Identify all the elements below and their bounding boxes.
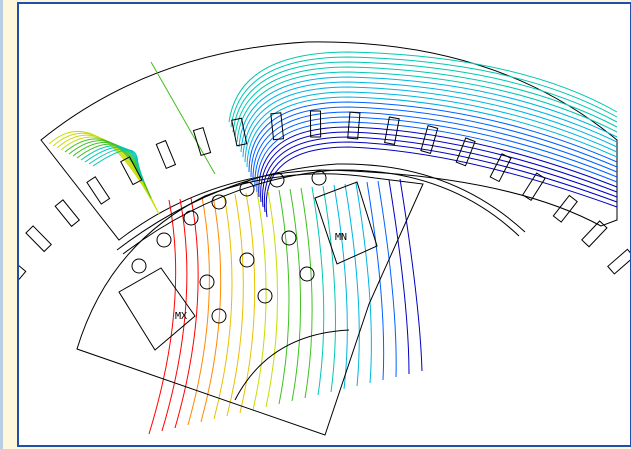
contour-line (263, 141, 618, 213)
rotor-outline (76, 173, 424, 436)
contour-line (232, 61, 618, 133)
contour-line (248, 101, 618, 173)
stator-slot (309, 110, 322, 138)
stator-slot (155, 139, 177, 170)
contour-line (311, 186, 325, 396)
contour-line (230, 56, 618, 128)
contour-line (377, 180, 397, 378)
contour-line (213, 194, 233, 420)
contour-line (262, 136, 618, 208)
contour-line (265, 190, 279, 408)
contour-line (92, 149, 139, 171)
stator-slot (54, 199, 81, 228)
rotor-hole (131, 258, 147, 274)
contour-line (84, 146, 142, 179)
contour-line (244, 91, 618, 163)
stator-slot (270, 112, 285, 141)
contour-line (300, 187, 313, 399)
contour-line (322, 185, 336, 393)
contour-line (234, 66, 618, 138)
contour-line (161, 198, 188, 432)
contour-line (260, 131, 618, 203)
contour-line (254, 116, 618, 188)
contour-line (239, 192, 256, 414)
graphics-viewport[interactable]: MX MN (17, 2, 631, 447)
contour-line (258, 126, 618, 198)
stator-slot (581, 220, 608, 248)
contour-line (187, 196, 210, 426)
min-label: MN (335, 232, 347, 243)
contour-line (228, 51, 618, 123)
rotor-holes (131, 170, 327, 324)
contour-line (399, 178, 423, 372)
contour-line (226, 193, 244, 417)
rotor-hole (211, 308, 227, 324)
stator-slot (455, 137, 476, 167)
contour-line (278, 189, 290, 405)
contour-line (238, 76, 618, 148)
contour-line (174, 197, 199, 429)
contour-line (240, 81, 618, 153)
contour-line (252, 111, 618, 183)
contour-line (242, 86, 618, 158)
contour-line (355, 182, 372, 384)
contour-plot: MX MN (19, 41, 630, 436)
contour-line (366, 181, 385, 381)
stator-slot (192, 127, 212, 157)
rotor-hole (269, 172, 285, 188)
rotor-hole (281, 230, 297, 246)
rotor-hole (299, 266, 315, 282)
stator-slot (231, 117, 248, 147)
rotor-hole (239, 181, 255, 197)
contour-line (148, 199, 177, 435)
contour-line (250, 106, 618, 178)
magnet-pocket-max (118, 267, 196, 351)
rotor-hole (211, 194, 227, 210)
rotor-hole (183, 210, 199, 226)
contour-line (265, 146, 618, 218)
stator-slot (25, 225, 52, 253)
stator-slot (19, 253, 27, 280)
stator-slot (120, 156, 143, 186)
stator-slot (607, 248, 630, 275)
contour-line (200, 195, 222, 423)
contour-line (246, 96, 618, 168)
stator-slot (521, 172, 546, 202)
stator-slot (552, 194, 578, 223)
rotor-hole (199, 274, 215, 290)
magnet-pocket-min (314, 181, 378, 265)
stator-slot (86, 176, 111, 205)
stator-slot (420, 125, 439, 154)
stator-slot (489, 153, 512, 183)
stator-slot (384, 116, 400, 145)
air-gap-arc-outer (116, 163, 526, 251)
contour-line (150, 61, 216, 175)
stator-slot (347, 111, 361, 140)
contour-line (236, 71, 618, 143)
rotor-hole (239, 252, 255, 268)
max-label: MX (175, 311, 187, 322)
contour-line (289, 188, 302, 402)
shaft-arc (234, 329, 350, 401)
contour-lines (48, 51, 618, 435)
contour-line (88, 148, 140, 175)
contour-line (48, 130, 160, 215)
contour-line (344, 183, 360, 387)
rotor-hole (156, 232, 172, 248)
rotor-hole (257, 288, 273, 304)
contour-line (256, 121, 618, 193)
contour-line (388, 179, 410, 375)
contour-line (333, 184, 348, 390)
stator-slots (19, 110, 630, 280)
rotor-hole (311, 170, 327, 186)
